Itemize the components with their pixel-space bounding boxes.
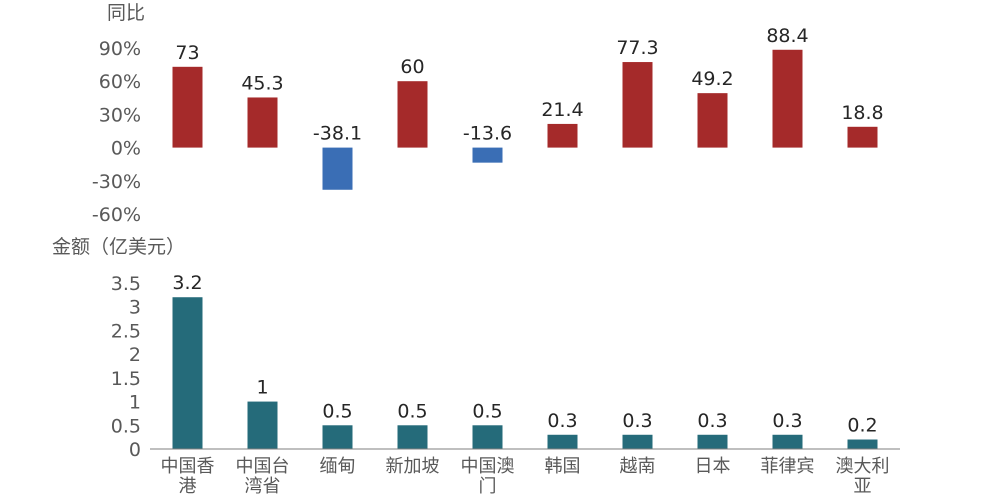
category-label: 缅甸 [320, 456, 356, 477]
yoy-panel: 同比 90% 60% 30% 0% -30% -60% 73 45.3 -38.1 60 -13.… [92, 2, 884, 226]
yoy-y-tick-label: 0% [111, 138, 141, 160]
yoy-data-labels: 73 45.3 -38.1 60 -13.6 21.4 77.3 49.2 88.4 18.8 [175, 25, 883, 145]
amount-y-tick-label: 2.5 [111, 320, 141, 342]
yoy-y-tick-label: 90% [99, 38, 141, 60]
amount-bar [697, 434, 728, 449]
amount-data-label: 0.3 [547, 410, 577, 432]
amount-y-tick-label: 1.5 [111, 368, 141, 390]
amount-y-ticks: 3.532.521.510.50 [111, 273, 141, 461]
category-label: 日本 [695, 456, 731, 477]
category-label: 新加坡 [386, 456, 440, 477]
category-label: 韩国 [545, 456, 581, 477]
amount-data-label: 0.5 [472, 400, 502, 422]
yoy-bar [397, 81, 428, 148]
yoy-y-ticks: 90% 60% 30% 0% -30% -60% [92, 38, 141, 226]
yoy-bar [172, 66, 203, 148]
yoy-y-tick-label: -60% [92, 204, 141, 226]
yoy-data-label: 77.3 [616, 37, 658, 59]
yoy-data-label: 18.8 [841, 102, 883, 124]
amount-y-tick-label: 0.5 [111, 415, 141, 437]
yoy-bar [847, 126, 878, 148]
yoy-bar [697, 93, 728, 148]
yoy-data-label: 49.2 [691, 68, 733, 90]
yoy-bar [322, 147, 353, 190]
category-label: 菲律宾 [761, 456, 815, 477]
yoy-data-label: -38.1 [313, 123, 362, 145]
amount-data-label: 0.3 [622, 410, 652, 432]
amount-bars [172, 297, 878, 449]
category-label: 澳大利亚 [836, 456, 890, 497]
yoy-data-label: 60 [400, 56, 424, 78]
category-label: 中国香港 [161, 456, 215, 497]
amount-y-tick-label: 2 [129, 344, 141, 366]
yoy-data-label: 45.3 [241, 72, 283, 94]
yoy-axis-title: 同比 [107, 2, 145, 24]
amount-bar [547, 434, 578, 449]
yoy-data-label: 88.4 [766, 25, 808, 47]
amount-data-label: 0.2 [847, 415, 877, 437]
amount-data-label: 0.5 [397, 400, 427, 422]
yoy-y-tick-label: 60% [99, 71, 141, 93]
amount-bar [472, 425, 503, 449]
yoy-y-tick-label: -30% [92, 171, 141, 193]
yoy-bar [472, 147, 503, 163]
amount-panel: 金额（亿美元） 3.532.521.510.50 3.210.5 0.5 0.5 0.… [52, 236, 900, 497]
amount-bar [322, 425, 353, 449]
amount-data-label: 3.2 [172, 272, 202, 294]
yoy-bar [547, 123, 578, 148]
yoy-data-label: 21.4 [541, 99, 583, 121]
yoy-data-label: -13.6 [463, 123, 512, 145]
yoy-bar [622, 62, 653, 148]
amount-data-labels: 3.2 1 0.5 0.5 0.5 0.3 0.3 0.3 0.3 0.2 [172, 272, 877, 436]
amount-y-tick-label: 3.5 [111, 273, 141, 295]
amount-data-label: 0.5 [322, 400, 352, 422]
category-label: 越南 [620, 456, 656, 477]
amount-axis-title: 金额（亿美元） [52, 236, 185, 258]
amount-bar [247, 401, 278, 449]
amount-y-tick-label: 3 [129, 297, 141, 319]
amount-y-tick-label: 0 [129, 439, 141, 461]
amount-data-label: 0.3 [772, 410, 802, 432]
amount-y-tick-label: 1 [129, 392, 141, 414]
yoy-bar [247, 97, 278, 148]
amount-bar [397, 425, 428, 449]
yoy-data-label: 73 [175, 42, 199, 64]
yoy-y-tick-label: 30% [99, 104, 141, 126]
amount-bar [622, 434, 653, 449]
amount-data-label: 0.3 [697, 410, 727, 432]
amount-bar [172, 297, 203, 449]
amount-bar [847, 439, 878, 449]
amount-data-label: 1 [256, 377, 268, 399]
yoy-bar [772, 49, 803, 148]
amount-bar [772, 434, 803, 449]
category-label: 中国台湾省 [236, 456, 290, 497]
yoy-bars [172, 49, 878, 190]
category-label: 中国澳门 [461, 456, 515, 497]
